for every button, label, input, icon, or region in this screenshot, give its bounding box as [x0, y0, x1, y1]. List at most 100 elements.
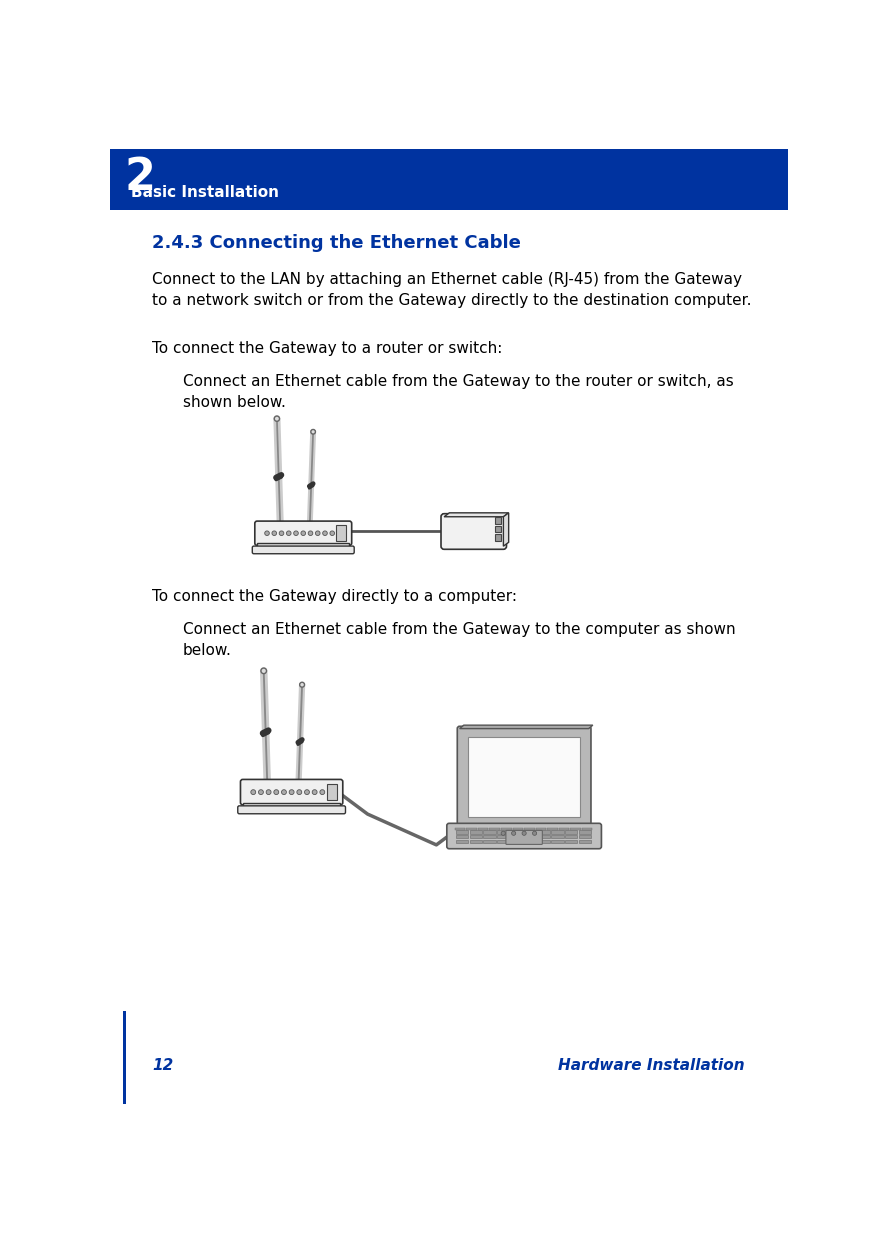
FancyBboxPatch shape — [506, 831, 542, 844]
Circle shape — [281, 790, 286, 795]
Text: Connect an Ethernet cable from the Gateway to the router or switch, as
shown bel: Connect an Ethernet cable from the Gatew… — [183, 373, 734, 409]
Text: Hardware Installation: Hardware Installation — [558, 1058, 745, 1073]
FancyBboxPatch shape — [447, 823, 602, 848]
Bar — [524, 828, 534, 831]
Bar — [511, 831, 523, 833]
Text: To connect the Gateway directly to a computer:: To connect the Gateway directly to a com… — [152, 589, 517, 604]
Bar — [565, 831, 577, 833]
Circle shape — [501, 831, 505, 836]
Bar — [551, 835, 563, 838]
Bar — [496, 517, 501, 525]
Text: Basic Installation: Basic Installation — [131, 185, 279, 200]
Bar — [524, 835, 536, 838]
Bar — [551, 831, 563, 833]
Circle shape — [311, 429, 315, 434]
Circle shape — [274, 417, 279, 422]
Bar — [501, 828, 512, 831]
Bar — [524, 839, 536, 843]
Bar — [582, 828, 592, 831]
Circle shape — [315, 531, 320, 536]
Circle shape — [297, 790, 301, 795]
Bar — [551, 839, 563, 843]
Circle shape — [512, 831, 516, 836]
Bar — [484, 831, 496, 833]
Circle shape — [251, 790, 256, 795]
Bar — [456, 835, 469, 838]
Bar — [477, 828, 489, 831]
Bar — [578, 835, 590, 838]
Circle shape — [300, 682, 305, 687]
Bar — [456, 839, 469, 843]
Text: 12: 12 — [152, 1058, 173, 1073]
FancyBboxPatch shape — [457, 727, 591, 828]
Bar — [468, 737, 580, 817]
Text: Connect to the LAN by attaching an Ethernet cable (RJ-45) from the Gateway
to a : Connect to the LAN by attaching an Ether… — [152, 272, 752, 308]
Bar — [490, 828, 500, 831]
Bar — [484, 839, 496, 843]
Bar — [578, 831, 590, 833]
Bar — [496, 534, 501, 541]
Text: To connect the Gateway to a router or switch:: To connect the Gateway to a router or sw… — [152, 341, 503, 356]
Polygon shape — [460, 725, 593, 729]
Bar — [496, 526, 501, 532]
Bar — [484, 835, 496, 838]
Circle shape — [293, 531, 299, 536]
Text: 2: 2 — [125, 156, 156, 200]
FancyBboxPatch shape — [237, 806, 345, 813]
Circle shape — [312, 790, 317, 795]
Bar — [538, 839, 550, 843]
Circle shape — [522, 831, 526, 836]
Bar — [336, 526, 346, 541]
Circle shape — [279, 531, 284, 536]
Text: Connect an Ethernet cable from the Gateway to the computer as shown
below.: Connect an Ethernet cable from the Gatew… — [183, 621, 736, 657]
Circle shape — [330, 531, 335, 536]
Bar — [497, 831, 509, 833]
Bar — [110, 149, 788, 211]
Bar — [124, 1011, 126, 1104]
Circle shape — [301, 531, 306, 536]
Circle shape — [322, 531, 328, 536]
Bar — [565, 839, 577, 843]
Circle shape — [308, 531, 313, 536]
Bar — [470, 831, 482, 833]
Bar — [511, 839, 523, 843]
FancyBboxPatch shape — [255, 521, 351, 546]
Bar — [455, 828, 465, 831]
Bar — [243, 802, 341, 808]
Circle shape — [265, 531, 269, 536]
Bar — [536, 828, 547, 831]
Circle shape — [289, 790, 294, 795]
Bar — [548, 828, 558, 831]
Bar — [470, 839, 482, 843]
Bar — [456, 831, 469, 833]
Circle shape — [533, 831, 537, 836]
Circle shape — [272, 531, 277, 536]
Bar — [559, 828, 569, 831]
Bar — [538, 835, 550, 838]
Bar — [497, 835, 509, 838]
Circle shape — [305, 790, 309, 795]
FancyBboxPatch shape — [241, 780, 343, 805]
Bar — [497, 839, 509, 843]
Bar — [565, 835, 577, 838]
Circle shape — [261, 668, 266, 673]
Bar — [466, 828, 477, 831]
Circle shape — [320, 790, 325, 795]
Bar — [524, 831, 536, 833]
Bar — [511, 835, 523, 838]
Text: 2.4.3 Connecting the Ethernet Cable: 2.4.3 Connecting the Ethernet Cable — [152, 233, 521, 252]
FancyBboxPatch shape — [252, 546, 354, 554]
Bar — [538, 831, 550, 833]
Bar — [327, 784, 337, 801]
Circle shape — [258, 790, 264, 795]
FancyBboxPatch shape — [441, 513, 506, 549]
Bar — [512, 828, 523, 831]
Circle shape — [286, 531, 291, 536]
Circle shape — [274, 790, 279, 795]
Polygon shape — [444, 513, 509, 517]
Circle shape — [266, 790, 271, 795]
Bar — [258, 543, 350, 548]
Polygon shape — [504, 513, 509, 546]
Bar — [578, 839, 590, 843]
Bar — [570, 828, 581, 831]
